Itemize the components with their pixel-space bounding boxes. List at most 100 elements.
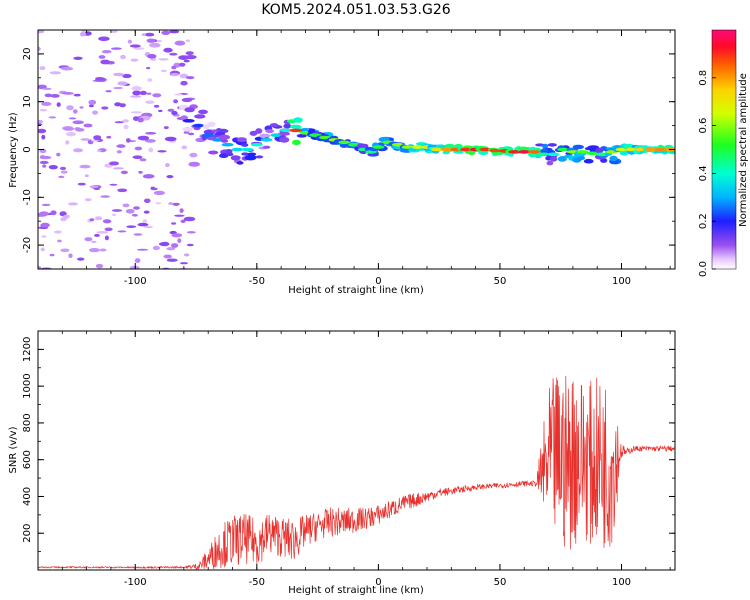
spectrogram-halo	[623, 143, 635, 149]
spectrogram-noise-blob	[117, 81, 128, 86]
spectrogram-noise-blob	[41, 134, 46, 140]
spectrogram-noise-blob	[49, 253, 55, 257]
spectrogram-halo	[182, 127, 193, 132]
spectrogram-ridge-point	[231, 147, 244, 152]
spectrogram-noise-blob	[143, 210, 150, 214]
x-tick-label: 50	[494, 577, 507, 588]
spectrogram-noise-blob	[153, 190, 165, 196]
spectrogram-noise-blob	[179, 208, 184, 213]
spectrogram-noise-blob	[60, 170, 68, 174]
spectrogram-ridge-point	[440, 147, 453, 152]
spectrogram-noise-blob	[73, 56, 83, 60]
spectrogram-halo	[198, 109, 208, 115]
spectrogram-ridge-point	[586, 151, 599, 156]
spectrogram-noise-blob	[168, 202, 174, 205]
spectrogram-noise-blob	[180, 80, 188, 86]
spectrogram-halo	[296, 134, 307, 138]
x-tick-label: 100	[612, 577, 631, 588]
spectrogram-halo	[194, 114, 206, 119]
spectrogram-halo	[588, 146, 597, 151]
spectrogram-noise-blob	[152, 245, 160, 251]
spectrogram-ridge-point	[260, 138, 273, 142]
spectrogram-ridge-point	[289, 128, 302, 133]
spectrogram-noise-blob	[94, 233, 100, 237]
spectrogram-noise-blob	[166, 258, 178, 262]
spectrogram-halo	[216, 128, 229, 134]
y-tick-label: 0	[22, 146, 33, 152]
spectrogram-noise-blob	[185, 55, 197, 60]
spectrogram-noise-blob	[150, 186, 155, 189]
spectrogram-noise-blob	[88, 99, 97, 105]
spectrogram-noise-blob	[56, 102, 61, 107]
spectrogram-noise-blob	[94, 216, 103, 221]
spectrogram-noise-blob	[41, 203, 51, 207]
spectrogram-noise-blob	[40, 247, 45, 252]
spectrogram-noise-blob	[50, 210, 57, 216]
spectrogram-noise-blob	[133, 233, 143, 236]
spectrogram-halo	[236, 161, 244, 165]
spectrogram-halo	[546, 160, 554, 166]
spectrogram-noise-blob	[149, 42, 161, 48]
spectrogram-noise-blob	[73, 109, 78, 114]
colorbar-label: Normalized spectral amplitude	[738, 73, 749, 227]
spectrogram-noise-blob	[161, 241, 170, 247]
spectrogram-noise-blob	[171, 65, 177, 70]
spectrogram-noise-blob	[163, 126, 169, 130]
spectrogram-halo	[609, 155, 618, 162]
spectrogram-noise-blob	[146, 66, 151, 70]
spectrogram-noise-blob	[146, 38, 156, 43]
spectrogram-noise-blob	[186, 243, 194, 247]
colorbar-tick-label: 0.4	[698, 165, 709, 181]
spectrogram-noise-blob	[79, 106, 84, 109]
spectrogram-ridge-point	[654, 147, 667, 152]
spectrogram-noise-blob	[50, 94, 60, 98]
spectrogram-noise-blob	[152, 93, 162, 98]
spectrogram-noise-blob	[104, 235, 109, 241]
colorbar-scale	[711, 29, 737, 270]
x-tick-label: 0	[375, 577, 381, 588]
spectrogram-noise-blob	[180, 219, 186, 223]
spectrogram-noise-blob	[98, 36, 110, 42]
spectrogram-noise-blob	[169, 52, 178, 56]
x-tick-label: -100	[124, 276, 147, 287]
spectrogram-noise-blob	[171, 110, 178, 116]
spectrogram-noise-blob	[63, 214, 70, 219]
spectrogram-noise-blob	[98, 55, 106, 59]
y-tick-label: 400	[22, 487, 33, 506]
spectrogram-noise-blob	[80, 138, 91, 141]
spectrogram-noise-blob	[48, 165, 58, 170]
spectrogram-noise-blob	[145, 132, 157, 135]
spectrogram-halo	[292, 139, 301, 146]
spectrogram-noise-blob	[134, 258, 141, 263]
spectrogram-ridge-point	[372, 145, 385, 149]
colorbar-ticks: 0.0 0.2 0.4 0.6 0.8	[698, 70, 716, 277]
spectrogram-noise-blob	[68, 253, 73, 258]
spectrogram-noise-blob	[183, 216, 196, 222]
spectrogram-noise-blob	[147, 78, 153, 82]
spectrogram-halo	[557, 156, 567, 162]
spectrogram-noise-blob	[131, 214, 138, 217]
spectrogram-noise-blob	[88, 104, 94, 108]
spectrogram-noise-blob	[101, 106, 109, 110]
spectrogram-noise-blob	[89, 218, 95, 222]
spectrogram-ridge-point	[508, 150, 521, 154]
spectrogram-noise-blob	[62, 92, 74, 95]
spectrogram-noise-blob	[174, 93, 183, 96]
spectrogram-noise-blob	[39, 66, 46, 71]
spectrogram-noise-blob	[73, 93, 81, 97]
spectrogram-noise-blob	[109, 183, 118, 186]
spectrogram-noise-blob	[65, 140, 70, 145]
spectrogram-noise-blob	[79, 31, 86, 37]
spectrogram-noise-blob	[137, 117, 144, 123]
spectrogram-noise-blob	[39, 109, 48, 112]
spectrogram-halo	[249, 130, 258, 136]
spectrogram-halo	[576, 156, 586, 161]
spectrogram-noise-blob	[164, 136, 177, 142]
spectrogram-noise-blob	[181, 145, 188, 150]
spectrogram-halo	[595, 147, 604, 154]
spectrogram-noise-blob	[139, 158, 147, 162]
colorbar-tick-label: 0.2	[698, 213, 709, 229]
spectrogram-ylabel: Frequency (Hz)	[8, 112, 19, 188]
